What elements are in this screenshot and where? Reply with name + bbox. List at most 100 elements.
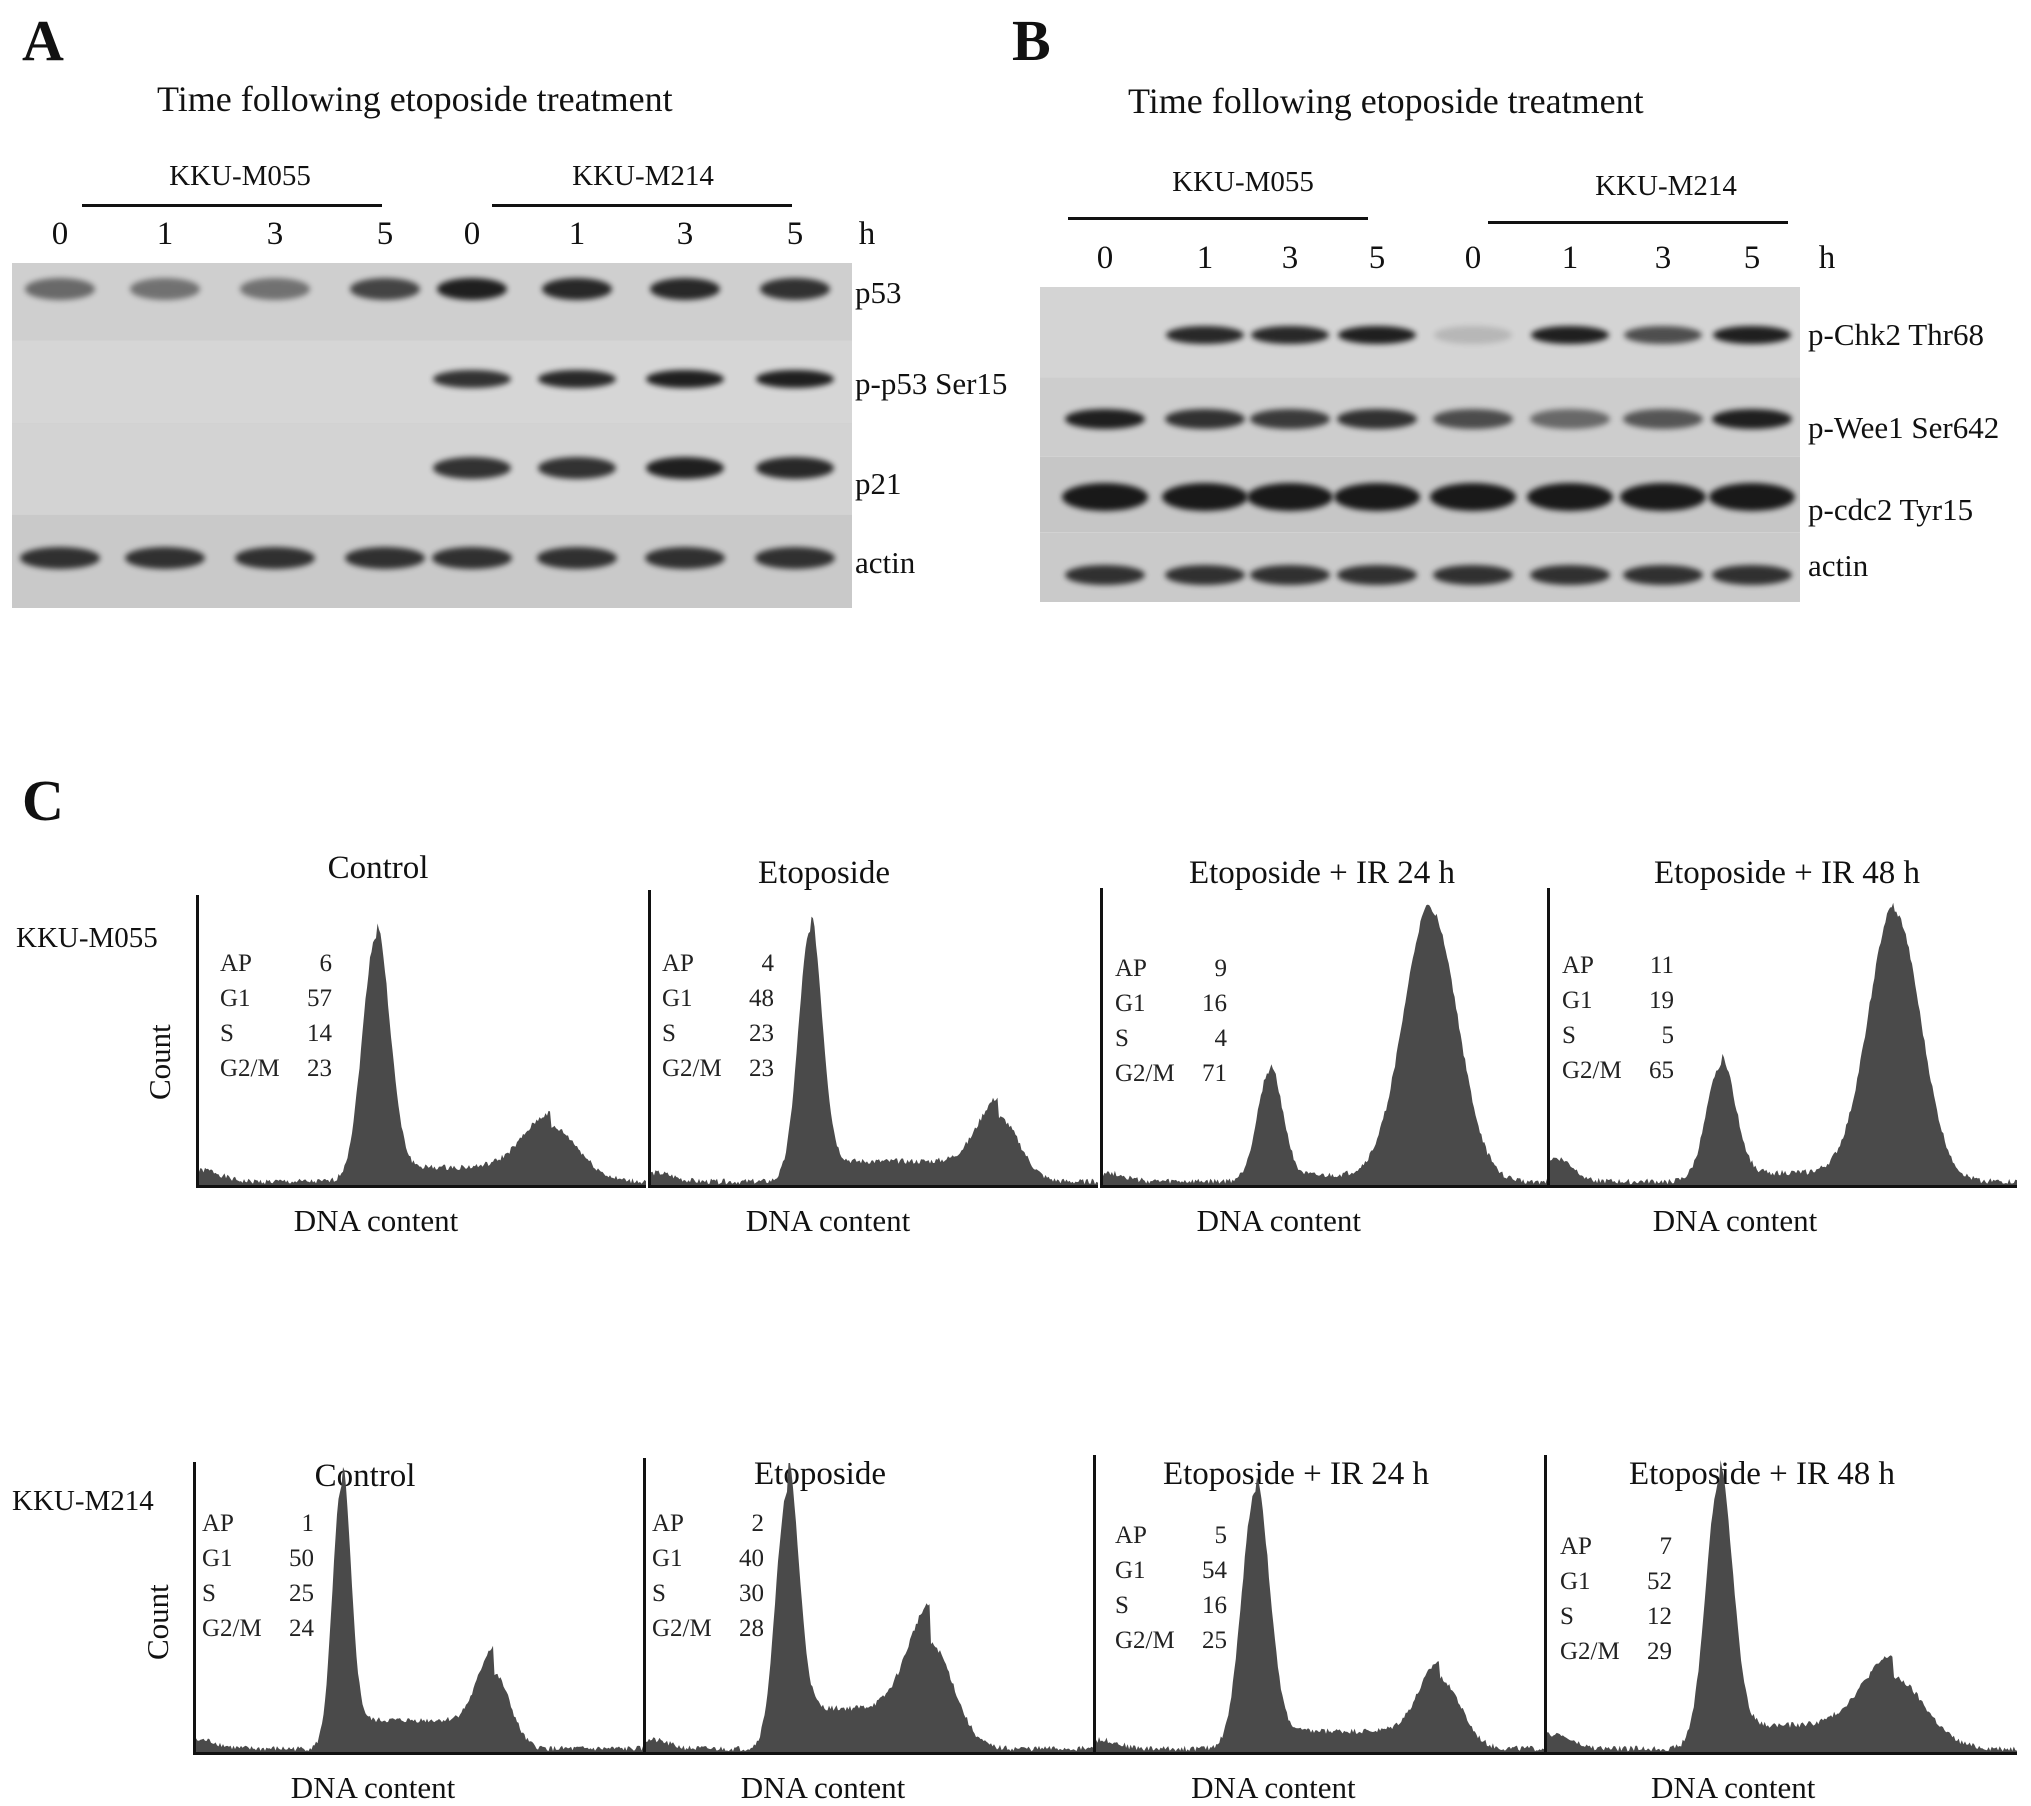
panel-b-time-unit: h [1818, 240, 1836, 276]
histogram-y-axis [196, 895, 199, 1185]
band-actin [755, 547, 835, 569]
stat-label: G1 [662, 985, 693, 1012]
stat-label: S [1560, 1603, 1574, 1630]
band-actin [125, 547, 205, 569]
stat-label: G2/M [220, 1055, 280, 1082]
histogram-x-axis [196, 1185, 646, 1188]
histogram-x-axis [1093, 1752, 1544, 1755]
band-p53 [240, 278, 310, 300]
blot-strip [12, 341, 852, 423]
histogram-y-axis [643, 1458, 646, 1752]
histogram-plot [1544, 1460, 2017, 1752]
panelB-time-5: 1 [1561, 240, 1579, 276]
panelA-time-7: 5 [786, 216, 804, 252]
histogram-y-axis [1093, 1455, 1096, 1752]
panelA-time-6: 3 [676, 216, 694, 252]
stat-label: G2/M [652, 1615, 712, 1642]
stat-label: S [662, 1020, 676, 1047]
panel-a-protein-p21: p21 [855, 466, 902, 501]
band-p21 [433, 457, 511, 479]
band-p-wee1 [1065, 409, 1145, 429]
panel-b-cell-line-1-bar [1068, 217, 1368, 220]
band-p-cdc2 [1709, 483, 1795, 511]
stat-value: 5 [1661, 1022, 1675, 1049]
histogram-plot [196, 923, 646, 1185]
band-actin [645, 547, 725, 569]
stat-value: 23 [749, 1020, 774, 1047]
stat-label: G1 [652, 1545, 683, 1572]
band-actin [537, 547, 617, 569]
band-p-p53 [433, 370, 511, 388]
band-actin [1712, 565, 1792, 585]
row-2-y-axis-label: Count [140, 1584, 175, 1660]
histogram-plot [1100, 904, 1547, 1185]
band-p-chk2 [1713, 326, 1791, 344]
histogram-y-axis [1544, 1455, 1547, 1752]
band-p53 [542, 278, 612, 300]
panelB-time-1: 1 [1196, 240, 1214, 276]
panel-a-time-unit: h [858, 216, 876, 252]
row-2-cell-line: KKU-M214 [12, 1485, 154, 1517]
histogram-area [643, 1463, 1093, 1752]
band-p-chk2 [1531, 326, 1609, 344]
stat-value: 16 [1202, 1592, 1227, 1619]
band-actin [1250, 565, 1330, 585]
panel-a-protein-p53: p53 [855, 275, 902, 310]
band-p53 [130, 278, 200, 300]
band-p-cdc2 [1334, 483, 1420, 511]
stat-value: 16 [1202, 990, 1227, 1017]
stat-label: G1 [1115, 990, 1146, 1017]
stat-label: AP [662, 950, 694, 977]
stat-label: G2/M [1562, 1057, 1622, 1084]
stat-label: S [1115, 1592, 1129, 1619]
band-p53 [350, 278, 420, 300]
panelA-time-1: 1 [156, 216, 174, 252]
histogram-title: Etoposide + IR 24 h [1188, 855, 1456, 891]
stat-value: 14 [307, 1020, 332, 1047]
histogram-y-axis [1547, 888, 1550, 1185]
band-actin [1530, 565, 1610, 585]
panelA-time-2: 3 [266, 216, 284, 252]
panelB-time-3: 5 [1368, 240, 1386, 276]
panel-c-letter: C [22, 768, 64, 833]
stat-label: G1 [202, 1545, 233, 1572]
histogram-area [1093, 1477, 1544, 1752]
stat-label: G2/M [1115, 1060, 1175, 1087]
stat-value: 2 [751, 1510, 765, 1537]
histogram-x-axis [648, 1185, 1098, 1188]
stat-value: 30 [739, 1580, 764, 1607]
stat-label: S [202, 1580, 216, 1607]
histogram-x-label: DNA content [290, 1770, 456, 1805]
band-p-wee1 [1530, 409, 1610, 429]
stat-value: 24 [289, 1615, 314, 1642]
panel-b-blot [1040, 287, 1800, 602]
band-actin [1623, 565, 1703, 585]
band-p-chk2 [1166, 326, 1244, 344]
stat-label: S [652, 1580, 666, 1607]
histogram-area [648, 916, 1098, 1185]
histogram-plot [1093, 1477, 1544, 1752]
band-p-wee1 [1623, 409, 1703, 429]
histogram-y-axis [193, 1462, 196, 1752]
panelB-time-6: 3 [1654, 240, 1672, 276]
panel-b-title: Time following etoposide treatment [1128, 81, 1644, 121]
row-1-cell-line: KKU-M055 [16, 922, 158, 954]
stat-value: 19 [1649, 987, 1674, 1014]
histogram-x-label: DNA content [293, 1203, 459, 1238]
stat-label: G2/M [202, 1615, 262, 1642]
band-actin [1165, 565, 1245, 585]
stat-value: 25 [289, 1580, 314, 1607]
histogram-x-label: DNA content [745, 1203, 911, 1238]
band-p21 [538, 457, 616, 479]
band-p-wee1 [1433, 409, 1513, 429]
panelB-time-2: 3 [1281, 240, 1299, 276]
band-p-wee1 [1337, 409, 1417, 429]
panel-a-cell-line-2-bar [492, 204, 792, 207]
histogram-x-label: DNA content [740, 1770, 906, 1805]
band-p-cdc2 [1162, 483, 1248, 511]
band-p-cdc2 [1247, 483, 1333, 511]
stat-value: 25 [1202, 1627, 1227, 1654]
panel-a-blot [12, 263, 852, 608]
band-actin [1433, 565, 1513, 585]
histogram-plot [648, 916, 1098, 1185]
